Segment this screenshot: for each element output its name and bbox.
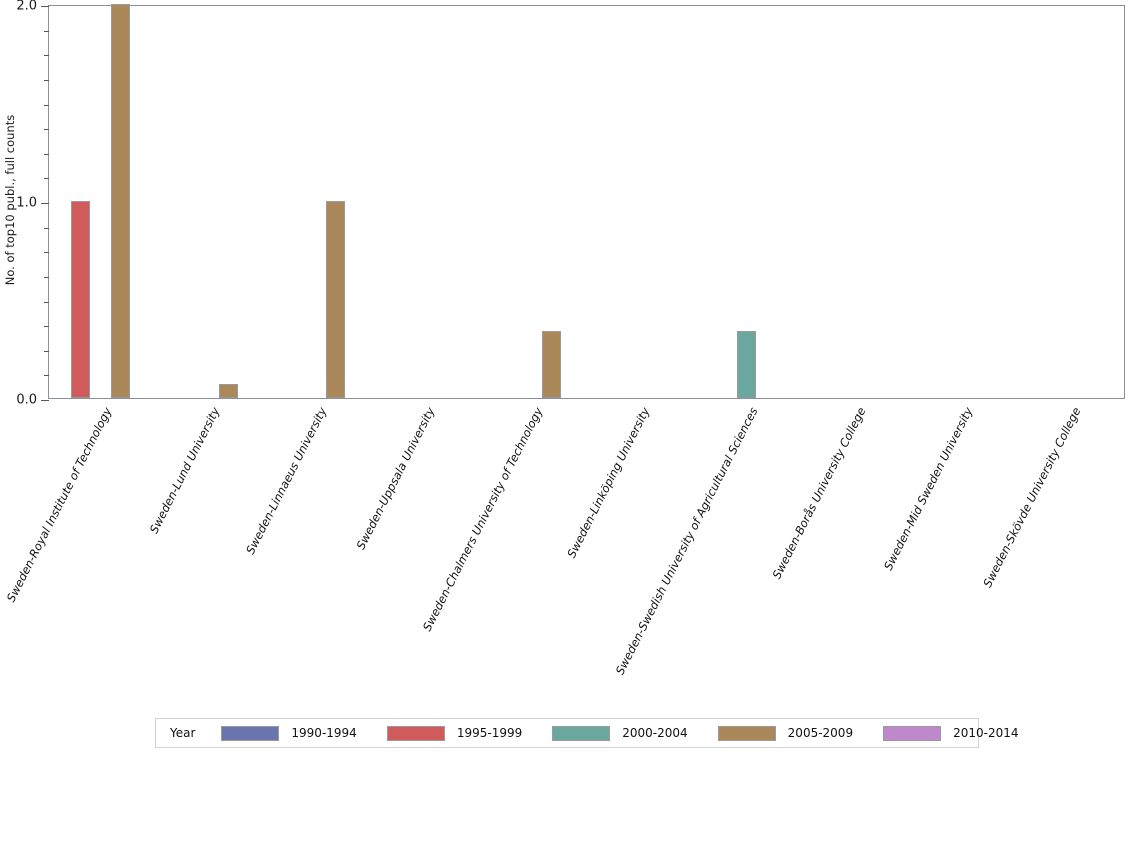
legend-item-label: 2005-2009 bbox=[787, 726, 854, 740]
legend-item-label: 1995-1999 bbox=[456, 726, 523, 740]
chart-bar bbox=[737, 331, 757, 398]
legend-color-swatch bbox=[552, 725, 611, 741]
x-axis-tick-labels: Sweden-Royal Institute of Technology Swed… bbox=[4, 399, 1125, 709]
y-axis-minor-tick bbox=[44, 104, 49, 106]
y-axis-minor-tick bbox=[44, 326, 49, 328]
x-axis-tick-label-text: Sweden-Linnaeus University bbox=[243, 405, 330, 557]
x-axis-tick-label: Sweden-Lund University bbox=[146, 405, 222, 536]
x-axis-tick-label-text: Sweden-Linköping University bbox=[564, 405, 653, 561]
y-axis-tick bbox=[41, 203, 49, 204]
y-axis-tick-label: 2.0 bbox=[16, 0, 37, 14]
y-axis-minor-tick bbox=[44, 252, 49, 254]
y-axis-minor-tick bbox=[44, 178, 49, 180]
chart-plot-frame: 0.0 1.0 2.0 bbox=[16, 0, 1125, 408]
x-axis-tick-label-text: Sweden-Lund University bbox=[146, 405, 223, 536]
x-axis-tick-label-text: Sweden-Mid Sweden University bbox=[881, 405, 976, 573]
chart-bar bbox=[110, 4, 130, 398]
x-axis-tick-label: Sweden-Skövde University College bbox=[980, 405, 1083, 590]
x-axis-tick-label: Sweden-Borås University College bbox=[769, 405, 868, 581]
y-axis-minor-tick bbox=[44, 55, 49, 57]
legend-item[interactable]: 1990-1994 bbox=[221, 725, 357, 741]
y-axis-tick-label: 1.0 bbox=[16, 195, 37, 211]
x-axis-tick-label-text: Sweden-Royal Institute of Technology bbox=[3, 405, 115, 605]
x-axis-tick-label: Sweden-Royal Institute of Technology bbox=[4, 405, 115, 604]
x-axis-tick-label-text: Sweden-Skövde University College bbox=[980, 405, 1084, 590]
y-axis-tick-label: 0.0 bbox=[16, 392, 37, 408]
x-axis-tick-label: Sweden-Linnaeus University bbox=[243, 405, 329, 556]
legend-item[interactable]: 1995-1999 bbox=[386, 725, 523, 741]
chart-bar bbox=[70, 201, 90, 398]
legend-color-swatch bbox=[717, 725, 776, 741]
legend-color-swatch bbox=[883, 725, 942, 741]
x-axis-tick-label: Sweden-Uppsala University bbox=[353, 405, 437, 552]
legend-item[interactable]: 2005-2009 bbox=[717, 725, 854, 741]
chart-legend: Year 1990-1994 1995-1999 2000-2004 2005-200… bbox=[155, 718, 1019, 748]
x-axis-tick-label-text: Sweden-Chalmers University of Technology bbox=[419, 405, 546, 634]
y-axis-tick bbox=[41, 6, 49, 7]
legend-item-label: 2000-2004 bbox=[622, 726, 688, 740]
y-axis-label: No. of top10 publ., full counts bbox=[3, 114, 17, 286]
y-axis-tick bbox=[41, 400, 49, 401]
y-axis-minor-tick bbox=[44, 276, 49, 278]
y-axis-minor-tick bbox=[44, 350, 49, 352]
y-axis-minor-tick bbox=[44, 375, 49, 377]
x-axis-tick-label-text: Sweden-Uppsala University bbox=[353, 405, 438, 552]
legend-item-label: 2010-2014 bbox=[953, 726, 1019, 740]
chart-bar bbox=[218, 384, 238, 398]
x-axis-tick-label: Sweden-Chalmers University of Technology bbox=[420, 405, 546, 633]
legend-color-swatch bbox=[221, 725, 280, 741]
chart-plot-area: 0.0 1.0 2.0 bbox=[16, 0, 1124, 408]
y-axis-minor-tick bbox=[44, 79, 49, 81]
legend-item-label: 1990-1994 bbox=[291, 726, 357, 740]
chart-bar bbox=[326, 201, 346, 398]
y-axis-minor-tick bbox=[44, 129, 49, 131]
y-axis-minor-tick bbox=[44, 301, 49, 303]
x-axis-tick-label: Sweden-Linköping University bbox=[565, 405, 653, 560]
y-axis-minor-tick bbox=[44, 153, 49, 155]
y-axis-minor-tick bbox=[44, 30, 49, 32]
y-axis-minor-tick bbox=[44, 227, 49, 229]
legend-item[interactable]: 2010-2014 bbox=[883, 725, 1019, 741]
legend-item[interactable]: 2000-2004 bbox=[552, 725, 688, 741]
legend-title: Year bbox=[170, 726, 196, 740]
legend-color-swatch bbox=[386, 725, 445, 741]
x-axis-tick-label: Sweden-Mid Sweden University bbox=[881, 405, 976, 572]
x-axis-tick-label-text: Sweden-Borås University College bbox=[769, 405, 869, 582]
chart-bar bbox=[541, 331, 561, 398]
